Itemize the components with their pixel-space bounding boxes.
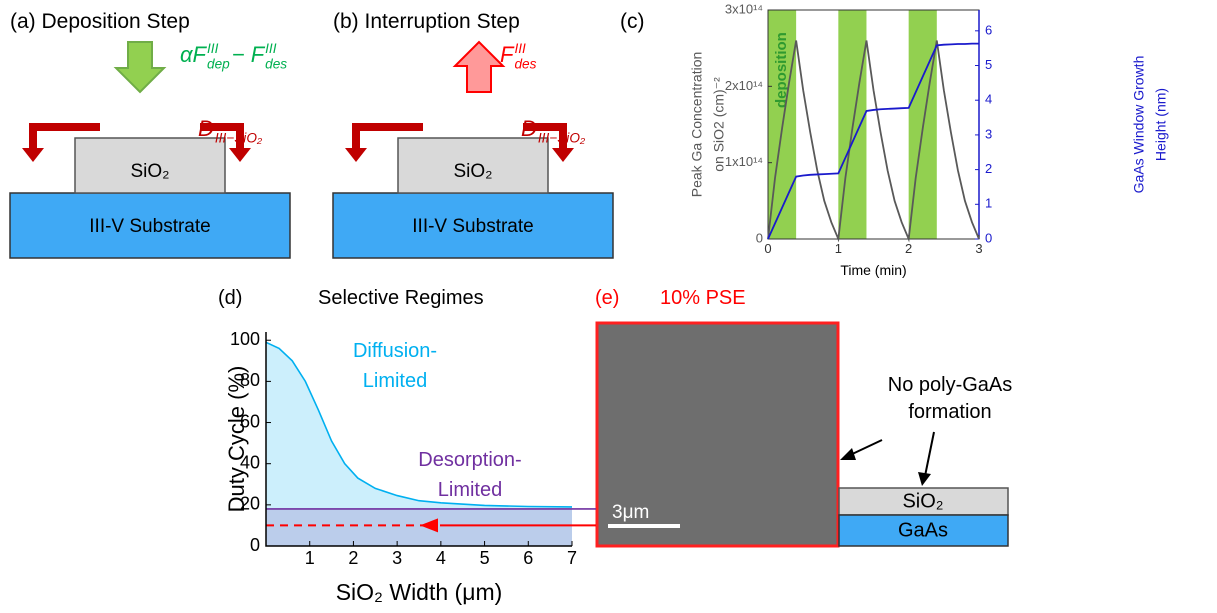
x-tick-label: 5 <box>480 548 490 568</box>
y2-tick-label: 1 <box>985 196 992 211</box>
y2-tick-label: 5 <box>985 57 992 72</box>
substrate-label: III-V Substrate <box>89 216 210 237</box>
substrate-label: III-V Substrate <box>412 216 533 237</box>
chart-title: Selective Regimes <box>318 287 484 309</box>
annotation-arrow <box>925 432 934 476</box>
y-tick-label: 100 <box>230 329 260 349</box>
deposition-arrow <box>116 42 164 92</box>
y-tick-label: 0 <box>756 230 763 245</box>
y2-axis-label: Height (nm) <box>1153 88 1169 161</box>
substrate-label: GaAs <box>898 519 948 541</box>
formula-base: D <box>198 116 214 141</box>
formula-sub: dep <box>207 57 230 72</box>
x-axis-label: Time (min) <box>840 262 906 278</box>
x-tick-label: 1 <box>305 548 315 568</box>
x-tick-label: 7 <box>567 548 577 568</box>
x-tick-label: 1 <box>835 241 842 256</box>
arrow-head <box>22 148 44 162</box>
formula-base: αF <box>180 42 208 67</box>
region-label: Limited <box>363 370 427 392</box>
y2-axis-label: GaAs Window Growth <box>1131 56 1147 194</box>
x-tick-label: 2 <box>348 548 358 568</box>
y2-tick-label: 3 <box>985 126 992 141</box>
arrow-head <box>840 448 856 460</box>
formula-sub: des <box>514 57 536 72</box>
data-line <box>768 41 979 239</box>
y-axis-label: on SiO2 (cm)⁻² <box>711 77 727 172</box>
region-label: Desorption- <box>418 449 521 471</box>
figure: (a) Deposition Step SiO₂ III-V Substrate… <box>0 0 1217 613</box>
panel-title: (a) Deposition Step <box>10 10 190 33</box>
scale-bar-label: 3μm <box>612 502 649 523</box>
y-tick-label: 3x10¹⁴ <box>725 1 763 16</box>
annotation: No poly-GaAs <box>888 374 1013 396</box>
formula-sup: III <box>207 41 219 56</box>
formula-sub: III−SiO₂ <box>538 131 586 146</box>
x-axis-label: SiO₂ Width (μm) <box>336 579 503 605</box>
oxide-label: SiO₂ <box>130 161 169 182</box>
panel-title: (d) <box>218 287 242 309</box>
oxide-label: SiO₂ <box>902 490 943 512</box>
arrow-head <box>552 148 574 162</box>
formula-base: − F <box>232 42 266 67</box>
formula-sup: III <box>514 41 526 56</box>
panel-title: (e) <box>595 287 619 309</box>
y2-tick-label: 6 <box>985 22 992 37</box>
oxide-label: SiO₂ <box>453 161 492 182</box>
formula-base: D <box>521 116 537 141</box>
x-tick-label: 4 <box>436 548 446 568</box>
y-tick-label: 1x10¹⁴ <box>725 154 763 169</box>
y-axis-label: Duty Cycle (%) <box>224 366 249 513</box>
formula-base: F <box>500 42 515 67</box>
x-tick-label: 0 <box>764 241 771 256</box>
panel-subtitle: 10% PSE <box>660 287 746 309</box>
y-tick-label: 2x10¹⁴ <box>725 78 763 93</box>
formula-sub: des <box>265 57 287 72</box>
region-label: Limited <box>438 479 502 501</box>
desorption-arrow <box>455 42 503 92</box>
annotation: formation <box>908 401 991 423</box>
y2-tick-label: 0 <box>985 230 992 245</box>
formula-sup: III <box>265 41 277 56</box>
y-axis-label: Peak Ga Concentration <box>689 52 705 198</box>
arrow-head <box>229 148 251 162</box>
y2-tick-label: 2 <box>985 161 992 176</box>
panel-title: (b) Interruption Step <box>333 10 520 33</box>
region-label: Diffusion- <box>353 340 437 362</box>
y-tick-label: 0 <box>250 535 260 555</box>
page: (a) Deposition Step SiO₂ III-V Substrate… <box>0 0 1217 613</box>
data-line <box>768 44 979 239</box>
region-fill <box>266 509 572 546</box>
x-tick-label: 6 <box>523 548 533 568</box>
y2-tick-label: 4 <box>985 92 992 107</box>
arrow-head <box>345 148 367 162</box>
panel-title: (c) <box>620 10 645 33</box>
arrow-head <box>918 472 931 486</box>
x-tick-label: 3 <box>392 548 402 568</box>
formula-sub: III−SiO₂ <box>215 131 263 146</box>
x-tick-label: 2 <box>905 241 912 256</box>
x-tick-label: 3 <box>975 241 982 256</box>
